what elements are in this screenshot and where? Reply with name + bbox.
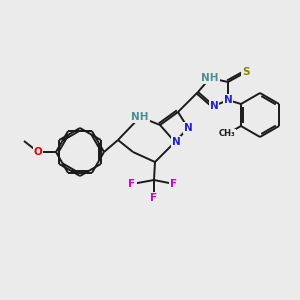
Text: CH₃: CH₃ [219, 130, 236, 139]
Text: NH: NH [131, 112, 149, 122]
Text: F: F [170, 179, 178, 189]
Text: N: N [172, 137, 180, 147]
Text: N: N [184, 123, 192, 133]
Text: O: O [34, 147, 42, 157]
Text: N: N [210, 101, 218, 111]
Text: F: F [128, 179, 136, 189]
Text: NH: NH [201, 73, 219, 83]
Text: N: N [224, 95, 232, 105]
Text: S: S [242, 67, 250, 77]
Text: F: F [150, 193, 158, 203]
